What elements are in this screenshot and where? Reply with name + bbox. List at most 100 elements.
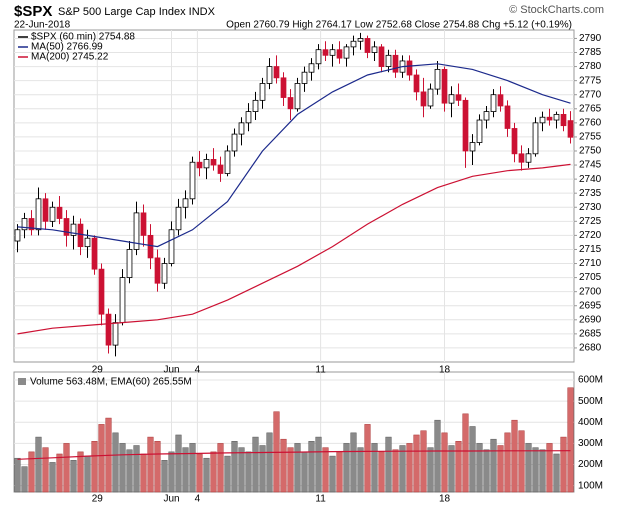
candle-body xyxy=(77,223,84,248)
chart-title: $SPX xyxy=(14,3,52,20)
candle-body xyxy=(168,229,175,264)
y-tick-label: 2740 xyxy=(579,174,602,185)
candle-body xyxy=(448,94,455,104)
volume-bar xyxy=(483,449,490,493)
volume-bar xyxy=(35,436,42,493)
volume-bar xyxy=(280,438,287,493)
candle-body xyxy=(126,249,133,278)
candle-body xyxy=(385,54,392,67)
volume-bar xyxy=(350,432,357,493)
volume-bar xyxy=(126,449,133,493)
y-tick-label: 2790 xyxy=(579,33,602,44)
y-tick-label: 2705 xyxy=(579,272,602,283)
volume-bar xyxy=(399,445,406,493)
candle-body xyxy=(182,198,189,208)
x-tick-label: 29 xyxy=(92,365,104,376)
volume-bar xyxy=(14,457,21,493)
candle-body xyxy=(567,120,574,138)
y-tick-label: 2745 xyxy=(579,160,602,171)
volume-bar xyxy=(252,436,259,493)
volume-bar xyxy=(301,451,308,493)
legend-label: MA(50) 2766.99 xyxy=(31,42,103,53)
candle-body xyxy=(252,99,259,112)
candle-body xyxy=(217,164,224,174)
volume-bar xyxy=(224,455,231,493)
volume-bar xyxy=(518,430,525,493)
candle-body xyxy=(231,133,238,152)
y-tick-label: 2680 xyxy=(579,343,602,354)
candle-body xyxy=(147,234,154,259)
volume-bar xyxy=(567,387,574,493)
ma-line xyxy=(17,63,571,248)
candle-body xyxy=(161,263,168,284)
volume-bar xyxy=(119,443,126,493)
y-tick-label: 300M xyxy=(578,438,603,449)
candle-body xyxy=(63,218,70,236)
y-tick-label: 2750 xyxy=(579,146,602,157)
candle-body xyxy=(259,83,266,101)
candle-body xyxy=(294,83,301,110)
y-tick-label: 2730 xyxy=(579,202,602,213)
volume-bar xyxy=(175,434,182,493)
candle-body xyxy=(336,49,343,59)
volume-bar xyxy=(245,451,252,493)
ma-line xyxy=(17,163,571,335)
candle-body xyxy=(35,198,42,231)
candle-body xyxy=(546,116,553,121)
candle-body xyxy=(119,277,126,324)
volume-bar xyxy=(266,432,273,493)
candle-body xyxy=(21,218,28,231)
volume-bar xyxy=(56,453,63,493)
volume-bar xyxy=(49,462,56,493)
candle-body xyxy=(483,111,490,121)
x-tick-label: 11 xyxy=(315,365,326,376)
volume-bar xyxy=(112,432,119,493)
candle-body xyxy=(42,198,49,222)
volume-bar xyxy=(308,441,315,493)
volume-bar xyxy=(42,447,49,493)
volume-bar xyxy=(217,443,224,493)
y-tick-label: 2735 xyxy=(579,188,602,199)
x-tick-label: 11 xyxy=(315,494,326,505)
volume-bar xyxy=(511,419,518,493)
volume-bar xyxy=(336,451,343,493)
x-tick-label: 4 xyxy=(195,365,201,376)
candle-body xyxy=(511,128,518,155)
volume-bar xyxy=(385,436,392,493)
y-tick-label: 2695 xyxy=(579,300,602,311)
chart-subtitle: S&P 500 Large Cap Index INDX xyxy=(58,6,216,18)
candle-body xyxy=(329,49,336,56)
volume-bar xyxy=(182,447,189,493)
y-tick-label: 200M xyxy=(578,459,603,470)
candle-body xyxy=(469,142,476,152)
volume-bar xyxy=(413,434,420,493)
candle-body xyxy=(378,46,385,67)
volume-bar xyxy=(469,426,476,493)
volume-bar xyxy=(238,447,245,493)
candle-body xyxy=(406,60,413,76)
volume-bar xyxy=(378,451,385,493)
volume-bar xyxy=(294,443,301,493)
volume-bar xyxy=(98,424,105,493)
y-tick-label: 2715 xyxy=(579,244,602,255)
volume-bar xyxy=(504,432,511,493)
y-tick-label: 2755 xyxy=(579,132,602,143)
x-tick-label: Jun xyxy=(163,494,179,505)
candle-body xyxy=(266,66,273,84)
candle-body xyxy=(343,46,350,59)
y-tick-label: 2720 xyxy=(579,230,602,241)
volume-bar xyxy=(140,453,147,493)
legend-label: $SPX (60 min) 2754.88 xyxy=(31,32,135,43)
candle-body xyxy=(490,94,497,112)
volume-bar xyxy=(77,451,84,493)
candle-body xyxy=(91,237,98,270)
volume-bar xyxy=(189,443,196,493)
x-tick-label: 29 xyxy=(92,494,104,505)
candle-body xyxy=(98,268,105,315)
volume-bar xyxy=(371,443,378,493)
y-tick-label: 2775 xyxy=(579,75,602,86)
candle-body xyxy=(504,105,511,129)
volume-bar xyxy=(231,441,238,493)
candle-body xyxy=(476,119,483,143)
volume-bar xyxy=(497,445,504,493)
